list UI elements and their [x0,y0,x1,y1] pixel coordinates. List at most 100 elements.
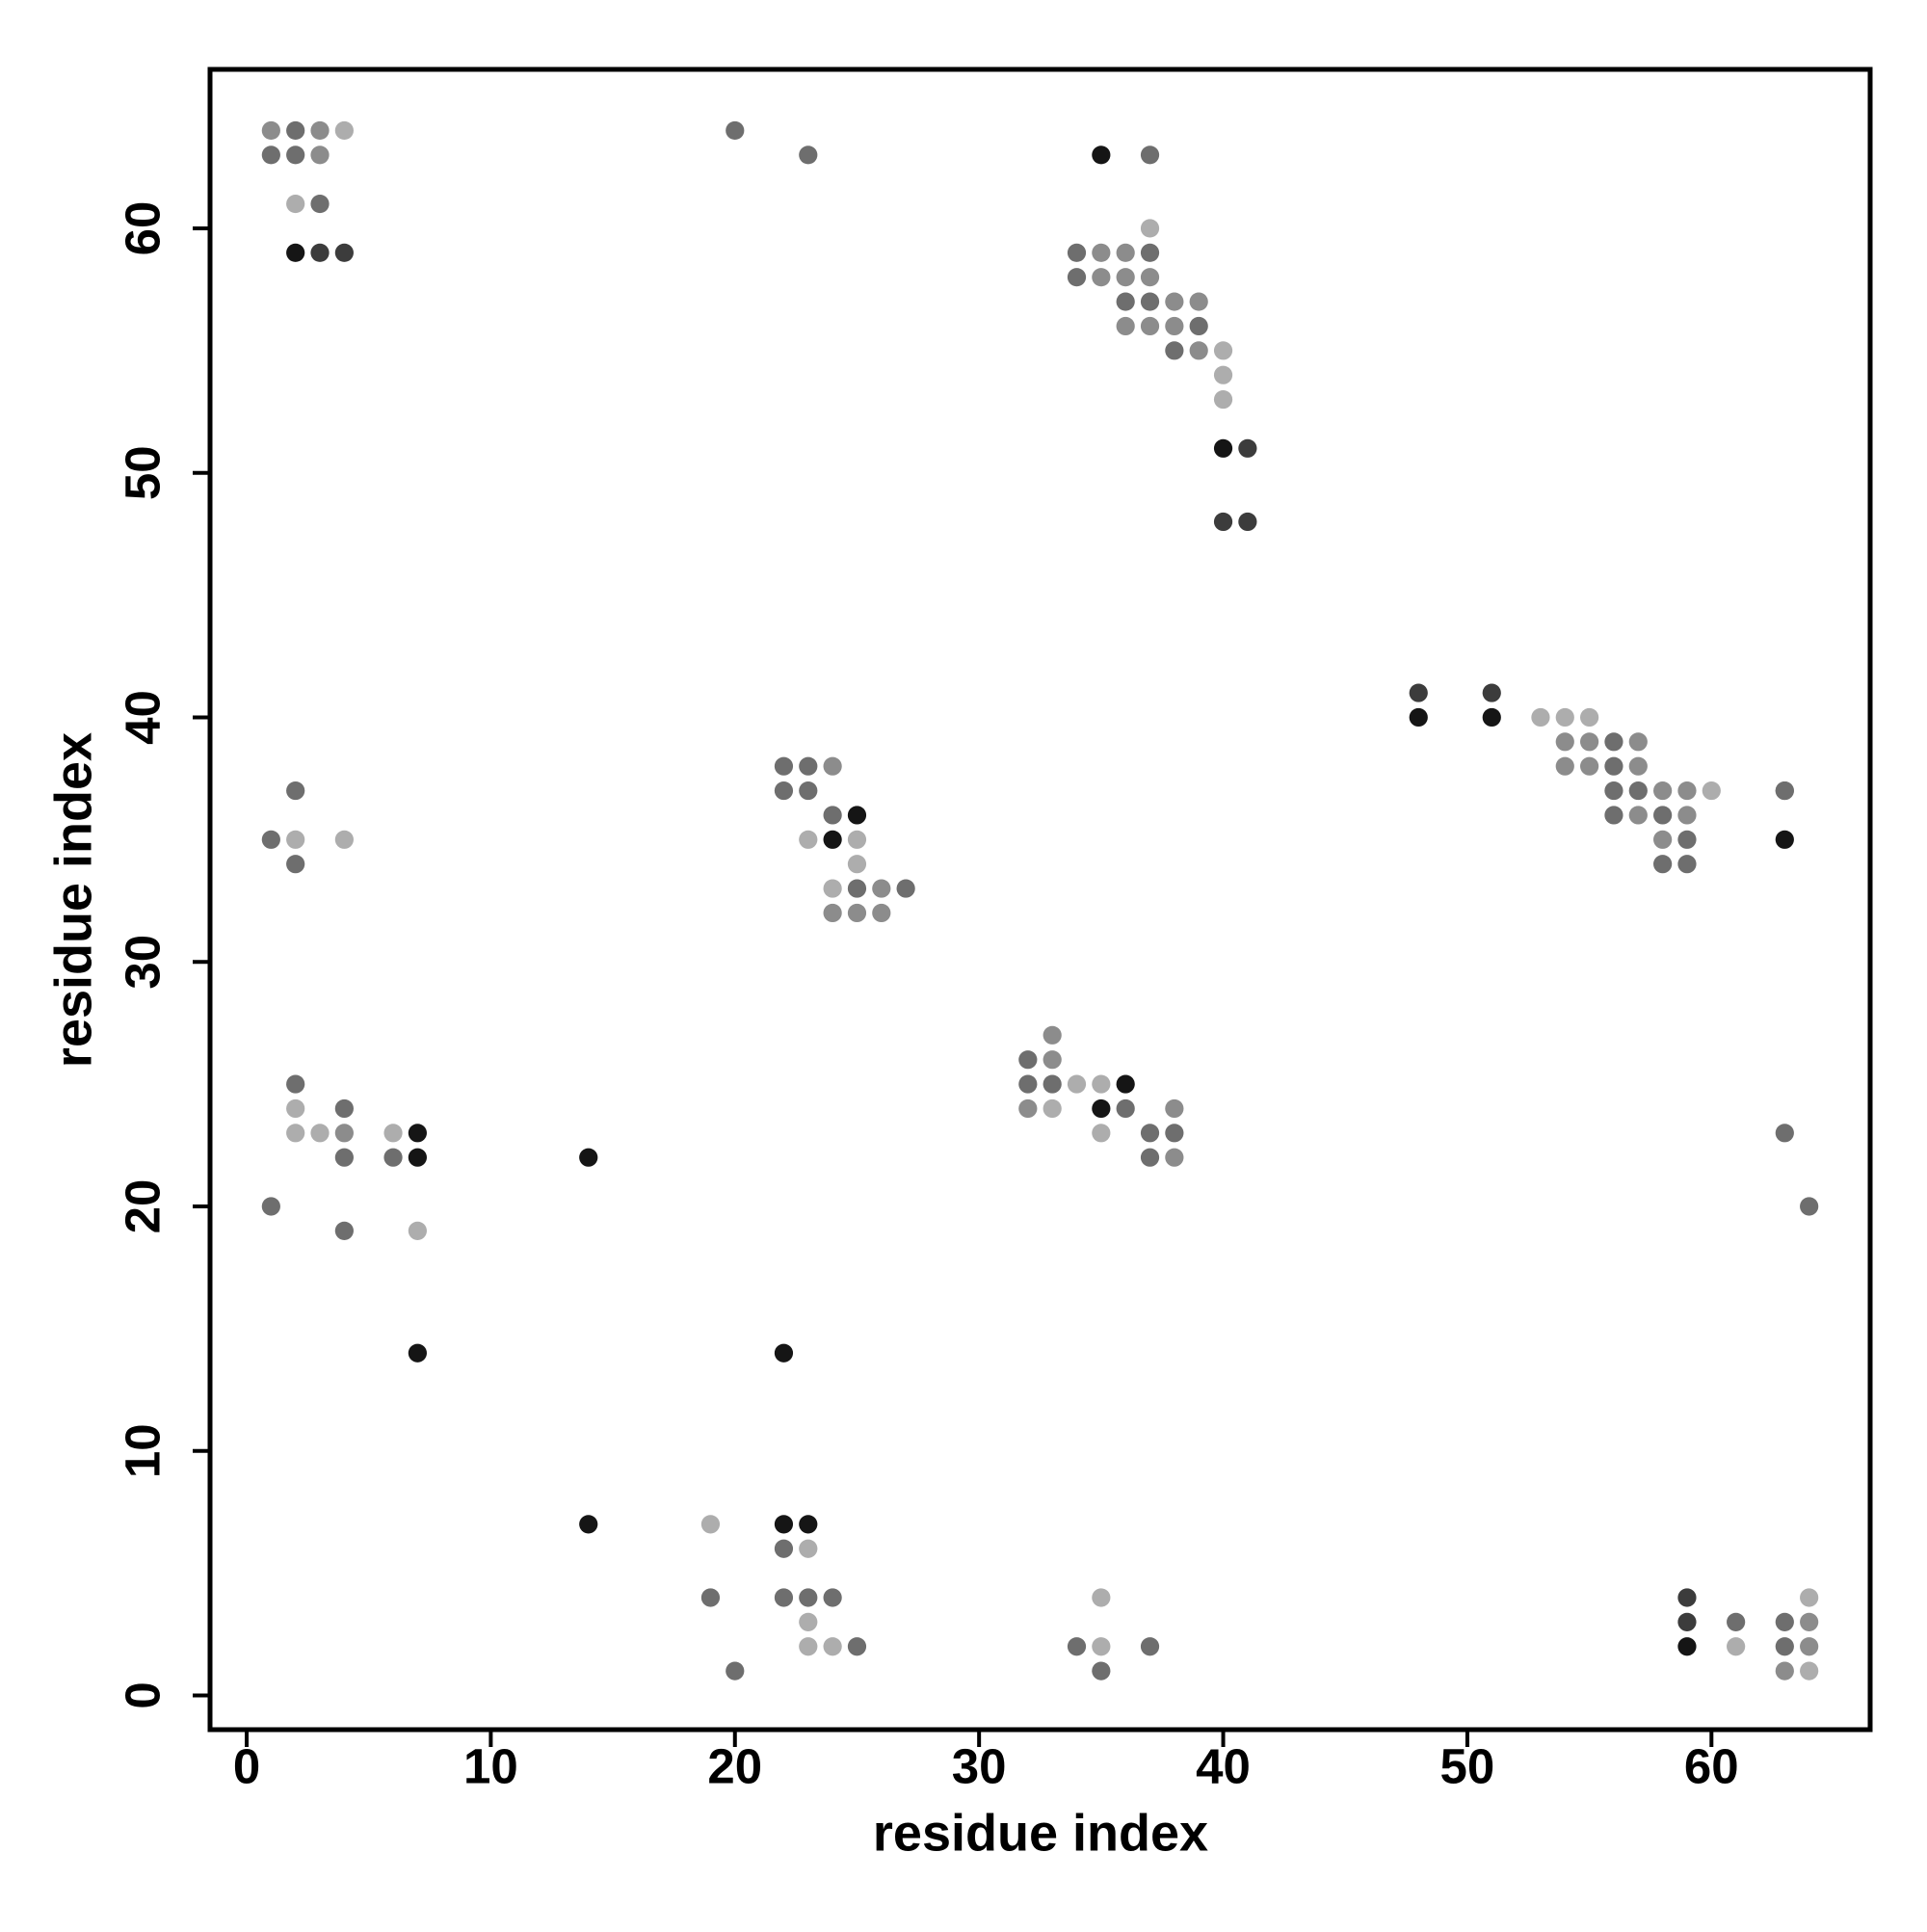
point [1213,512,1233,532]
point [1628,732,1648,752]
point [847,1637,867,1656]
point [726,120,745,141]
point [1555,732,1574,752]
point [1213,438,1233,458]
point [1727,1637,1746,1656]
point [1531,707,1550,728]
point [726,1661,745,1681]
point [1409,683,1428,702]
y-tick-label: 50 [115,445,170,500]
point [1140,268,1160,287]
point [799,1588,818,1607]
point [799,1612,818,1631]
point [1800,1637,1819,1656]
point [1165,292,1184,311]
point [1604,732,1623,752]
point [286,1124,305,1143]
point [823,1588,842,1607]
point [310,146,330,165]
point [1165,1148,1184,1167]
point [774,1515,794,1534]
point [1482,683,1501,702]
point [286,243,305,262]
point [579,1148,598,1167]
y-tick-label: 20 [115,1179,170,1234]
point [1067,243,1087,262]
point [1677,830,1697,849]
point [823,879,842,898]
point [1189,316,1208,336]
point [310,194,330,214]
point [1775,1637,1794,1656]
point [700,1588,721,1607]
point [310,120,330,141]
point [1677,806,1697,825]
point [1140,1637,1160,1656]
point [700,1515,721,1534]
point [1140,1148,1160,1167]
point [1677,855,1697,874]
point [1092,146,1111,165]
point [1653,830,1673,849]
point [1140,146,1160,165]
point [799,830,818,849]
point [286,830,305,849]
point [799,756,818,776]
point [1092,1124,1111,1143]
point [1092,1588,1111,1607]
point [1213,389,1233,410]
point [383,1148,403,1167]
point [408,1343,427,1363]
point [1580,707,1599,728]
point [1140,1124,1160,1143]
point [1580,756,1599,776]
point [1140,243,1160,262]
point [1800,1588,1819,1607]
point [334,120,354,141]
point [1043,1050,1062,1070]
point [774,1343,794,1363]
x-tick-label: 30 [952,1738,1007,1793]
point [1018,1050,1038,1070]
point [847,855,867,874]
point [799,146,818,165]
point [1165,1098,1184,1119]
point [286,781,305,801]
point [261,120,280,141]
point [1482,707,1501,728]
x-tick-label: 40 [1196,1738,1251,1793]
point [774,781,794,801]
point [334,1124,354,1143]
point [823,830,842,849]
point [1067,1074,1087,1094]
point [872,903,891,923]
point [1580,732,1599,752]
point [1140,292,1160,311]
point [799,1539,818,1558]
x-tick-label: 10 [463,1738,518,1793]
point [408,1124,427,1143]
point [1727,1612,1746,1631]
point [261,830,280,849]
x-tick-label: 60 [1684,1738,1739,1793]
point [774,1539,794,1558]
point [799,1637,818,1656]
point [1628,756,1648,776]
point [408,1221,427,1240]
point [872,879,891,898]
point [286,855,305,874]
point [383,1124,403,1143]
point [1018,1074,1038,1094]
point [847,879,867,898]
point [1092,1661,1111,1681]
point [1800,1197,1819,1216]
point [286,194,305,214]
point [823,903,842,923]
point [1043,1074,1062,1094]
point [286,1098,305,1119]
point [334,830,354,849]
y-tick-label: 10 [115,1423,170,1478]
point [799,781,818,801]
point [1604,806,1623,825]
